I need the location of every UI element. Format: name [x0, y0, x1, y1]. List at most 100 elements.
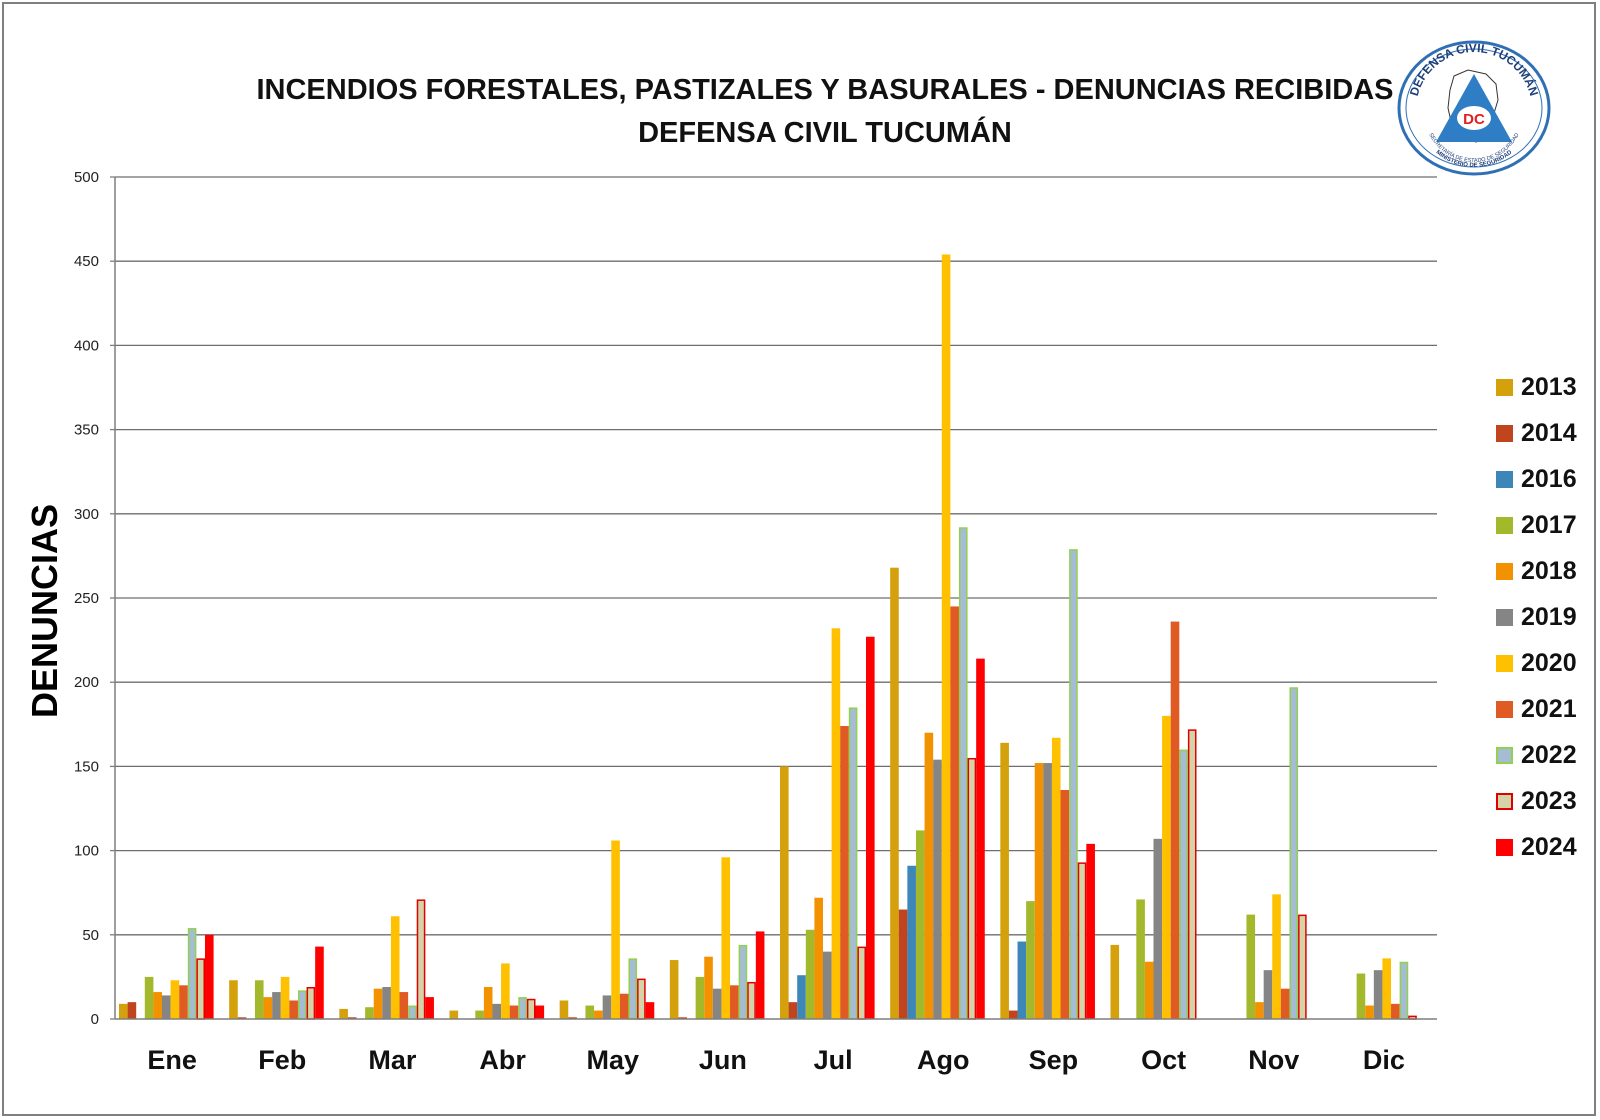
bar-oct-2022 — [1179, 749, 1188, 1020]
bar-mar-2021 — [399, 992, 409, 1019]
bar-dic-2020 — [1382, 958, 1392, 1019]
bar-mar-2019 — [382, 987, 391, 1019]
legend-swatch — [1496, 792, 1513, 810]
legend-label: 2024 — [1521, 832, 1577, 861]
bar-sep-2022 — [1069, 549, 1078, 1020]
bar-ago-2020 — [941, 254, 951, 1020]
bar-sep-2024 — [1086, 843, 1095, 1019]
bar-abr-2018 — [483, 987, 493, 1019]
bar-jul-2022 — [848, 707, 858, 1020]
bar-jun-2017 — [695, 976, 705, 1019]
bar-oct-2013 — [1110, 944, 1120, 1019]
legend-swatch — [1496, 378, 1513, 396]
bar-ago-2018 — [924, 732, 934, 1019]
chart-title: INCENDIOS FORESTALES, PASTIZALES Y BASUR… — [256, 74, 1394, 106]
bar-nov-2021 — [1280, 988, 1290, 1019]
y-axis-ticks: 0 50 100 150 200 250 300 350 400 450 500 — [74, 169, 115, 1028]
bar-jul-2017 — [805, 929, 815, 1019]
bar-ago-2014 — [898, 909, 908, 1019]
y-tick-label: 250 — [74, 590, 99, 607]
bar-mar-2014 — [347, 1017, 357, 1019]
bar-oct-2021 — [1170, 621, 1180, 1019]
bar-ene-2019 — [162, 995, 171, 1019]
bar-may-2017 — [585, 1005, 595, 1019]
bar-ago-2024 — [976, 658, 985, 1019]
legend-item-2016: 2016 — [1496, 456, 1577, 502]
legend-label: 2017 — [1521, 510, 1577, 539]
bar-nov-2023 — [1298, 914, 1307, 1020]
bar-may-2020 — [611, 840, 620, 1019]
bars — [119, 254, 1417, 1020]
chart-subtitle: DEFENSA CIVIL TUCUMÁN — [638, 117, 1012, 149]
bar-feb-2017 — [254, 980, 264, 1019]
bar-jun-2023 — [747, 981, 756, 1020]
x-category-label: Oct — [1141, 1045, 1186, 1075]
legend-item-2017: 2017 — [1496, 502, 1577, 548]
y-tick-label: 450 — [74, 253, 99, 270]
logo-inner-ring — [1405, 48, 1543, 168]
y-tick-label: 200 — [74, 674, 99, 691]
bar-ene-2022 — [187, 928, 197, 1020]
bar-abr-2020 — [501, 963, 510, 1019]
bar-sep-2013 — [1000, 742, 1009, 1019]
y-tick-label: 150 — [74, 758, 99, 775]
bar-ene-2014 — [127, 1002, 137, 1019]
legend-label: 2021 — [1521, 694, 1577, 723]
bar-abr-2017 — [475, 1010, 484, 1019]
bar-feb-2024 — [315, 946, 324, 1019]
bar-jul-2024 — [866, 636, 875, 1019]
bar-may-2024 — [645, 1002, 655, 1019]
bar-jun-2024 — [755, 931, 765, 1019]
legend-swatch — [1496, 654, 1513, 672]
bar-feb-2022 — [297, 990, 307, 1020]
legend-label: 2019 — [1521, 602, 1577, 631]
bar-jul-2021 — [840, 725, 849, 1019]
legend-label: 2014 — [1521, 418, 1577, 447]
bar-may-2021 — [619, 993, 629, 1019]
legend-item-2014: 2014 — [1496, 410, 1577, 456]
legend-item-2013: 2013 — [1496, 364, 1577, 410]
x-category-label: Ene — [147, 1045, 197, 1075]
x-category-label: Jul — [814, 1045, 853, 1075]
bar-abr-2023 — [526, 998, 536, 1020]
bar-jun-2022 — [738, 944, 748, 1020]
y-tick-label: 400 — [74, 337, 99, 354]
legend-swatch — [1496, 838, 1513, 856]
legend-label: 2016 — [1521, 464, 1577, 493]
bar-nov-2022 — [1289, 687, 1299, 1020]
legend-swatch — [1496, 470, 1513, 488]
bar-jul-2020 — [831, 628, 841, 1019]
defensa-civil-logo: DC DEFENSA CIVIL TUCUMÁN SECRETARÍA DE E… — [1397, 40, 1551, 176]
legend-label: 2013 — [1521, 372, 1577, 401]
bar-ene-2018 — [153, 992, 162, 1019]
bar-oct-2019 — [1153, 838, 1163, 1019]
bar-jun-2013 — [669, 960, 679, 1019]
bar-sep-2020 — [1051, 737, 1061, 1019]
bar-oct-2017 — [1136, 899, 1145, 1019]
legend-label: 2020 — [1521, 648, 1577, 677]
x-category-label: Ago — [917, 1045, 969, 1075]
bar-feb-2013 — [229, 980, 238, 1019]
bar-sep-2021 — [1060, 789, 1070, 1019]
bar-may-2023 — [637, 978, 646, 1020]
legend-label: 2018 — [1521, 556, 1577, 585]
bar-feb-2021 — [289, 1000, 298, 1019]
bar-nov-2020 — [1272, 894, 1281, 1019]
x-category-label: Dic — [1363, 1045, 1405, 1075]
bar-ago-2021 — [950, 606, 959, 1019]
bar-mar-2024 — [425, 997, 434, 1019]
bar-jun-2021 — [730, 985, 739, 1019]
bar-ago-2013 — [890, 567, 899, 1019]
bar-dic-2017 — [1356, 973, 1366, 1019]
legend: 2013 2014 2016 2017 2018 2019 2020 2021 2022 2023… — [1496, 364, 1577, 870]
logo-badge-bg — [1457, 106, 1491, 130]
bar-mar-2013 — [339, 1008, 348, 1019]
bar-mar-2017 — [365, 1007, 374, 1019]
x-category-label: Sep — [1029, 1045, 1079, 1075]
logo-badge-text: DC — [1463, 111, 1485, 128]
bar-jun-2020 — [721, 857, 731, 1019]
legend-swatch — [1496, 516, 1513, 534]
legend-swatch — [1496, 746, 1513, 764]
bar-dic-2018 — [1365, 1005, 1374, 1019]
